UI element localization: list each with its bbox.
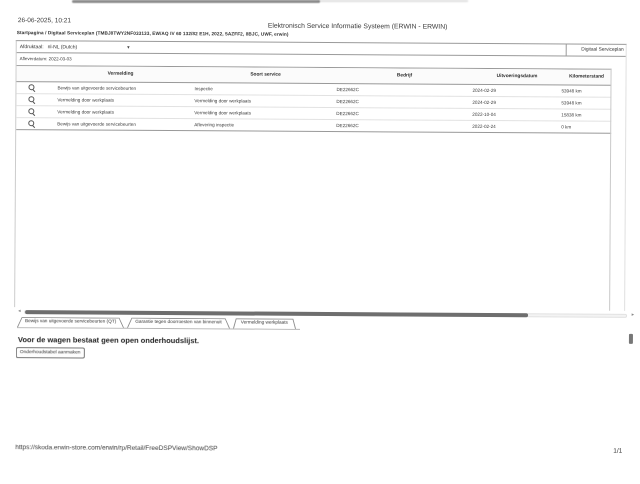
cell-soort-service: Inspectie <box>194 86 336 92</box>
column-header-kilometerstand: Kilometerstand <box>562 74 612 79</box>
vertical-scrollbar-thumb[interactable] <box>629 334 633 344</box>
cell-bedrijf: DE22662C <box>336 87 472 93</box>
page-title: Elektronisch Service Informatie Systeem … <box>268 23 448 31</box>
cell-uitvoeringsdatum: 2022-10-04 <box>472 112 561 118</box>
create-maintenance-table-button[interactable]: Onderhoudstabel aanmaken <box>16 347 85 358</box>
search-icon[interactable] <box>28 120 34 126</box>
search-icon[interactable] <box>28 84 34 90</box>
tab-garantie-doorroesten[interactable]: Garantie tegen doorroesten van binnenuit <box>127 317 230 329</box>
print-datetime: 26-06-2025, 10:21 <box>18 17 71 24</box>
print-footer-url: https://skoda.erwin-store.com/erwin/rp/R… <box>15 444 217 452</box>
search-icon[interactable] <box>28 96 34 102</box>
print-language-select[interactable]: Afdruktaal: nl-NL (Dutch) ▾ <box>20 41 130 54</box>
tab-bewijs-servicebeurten[interactable]: Bewijs van uitgevoerde servicebeurten (Q… <box>17 316 124 328</box>
cell-vermelding: Vermelding door werkplaats <box>46 97 194 103</box>
tab-strip: Bewijs van uitgevoerde servicebeurten (Q… <box>17 316 300 330</box>
column-header-vermelding: Vermelding <box>47 71 195 77</box>
scroll-left-icon[interactable]: ◂ <box>18 308 21 314</box>
table-right-border <box>609 69 611 311</box>
search-icon[interactable] <box>28 108 34 114</box>
cell-uitvoeringsdatum: 2024-02-29 <box>472 88 561 94</box>
print-language-label: Afdruktaal: <box>20 44 44 50</box>
cell-kilometerstand: 15838 km <box>561 112 611 117</box>
cell-soort-service: Vermelding door werkplaats <box>194 98 336 104</box>
breadcrumb: Startpagina / Digitaal Serviceplan (TMBJ… <box>17 30 289 37</box>
cell-kilometerstand: 0 km <box>561 124 611 129</box>
cell-bedrijf: DE22662C <box>336 99 472 105</box>
column-header-soort-service: Soort service <box>195 72 337 78</box>
cell-vermelding: Bewijs van uitgevoerde servicebeurten <box>46 85 194 91</box>
service-history-table: Vermelding Soort service Bedrijf Uitvoer… <box>16 65 611 134</box>
delivery-date-label: Afleverdatum: <box>20 56 48 61</box>
cell-kilometerstand: 53948 km <box>561 88 611 93</box>
cell-vermelding: Bewijs van uitgevoerde servicebeurten <box>46 121 194 127</box>
toolbar: Afdruktaal: nl-NL (Dutch) ▾ Digitaal Ser… <box>17 41 626 57</box>
cell-uitvoeringsdatum: 2022-02-24 <box>472 124 561 130</box>
no-open-maintenance-message: Voor de wagen bestaat geen open onderhou… <box>18 335 199 345</box>
delivery-date: Afleverdatum: 2022-03-03 <box>20 56 72 61</box>
table-row: Bewijs van uitgevoerde servicebeurten Af… <box>16 118 611 134</box>
cell-uitvoeringsdatum: 2024-02-29 <box>472 100 561 106</box>
delivery-date-value: 2022-03-03 <box>49 56 72 61</box>
cell-soort-service: Aflevering inspectie <box>194 122 336 128</box>
tab-vermelding-werkplaats[interactable]: Vermelding werkplaats <box>233 317 296 328</box>
scroll-right-icon[interactable]: ▸ <box>632 312 635 318</box>
tab-digitaal-serviceplan[interactable]: Digitaal Serviceplan <box>566 44 626 56</box>
column-header-bedrijf: Bedrijf <box>337 73 473 79</box>
print-footer-page-number: 1/1 <box>613 448 622 455</box>
cell-bedrijf: DE22662C <box>336 111 472 117</box>
column-header-uitvoeringsdatum: Uitvoeringsdatum <box>473 74 562 80</box>
serviceplan-panel: Afdruktaal: nl-NL (Dutch) ▾ Digitaal Ser… <box>14 40 627 311</box>
cell-vermelding: Vermelding door werkplaats <box>46 109 194 115</box>
chevron-down-icon: ▾ <box>127 45 130 51</box>
cell-kilometerstand: 53948 km <box>561 100 611 105</box>
cell-soort-service: Vermelding door werkplaats <box>194 110 336 116</box>
cell-bedrijf: DE22662C <box>336 123 472 129</box>
print-language-value: nl-NL (Dutch) <box>48 44 78 50</box>
